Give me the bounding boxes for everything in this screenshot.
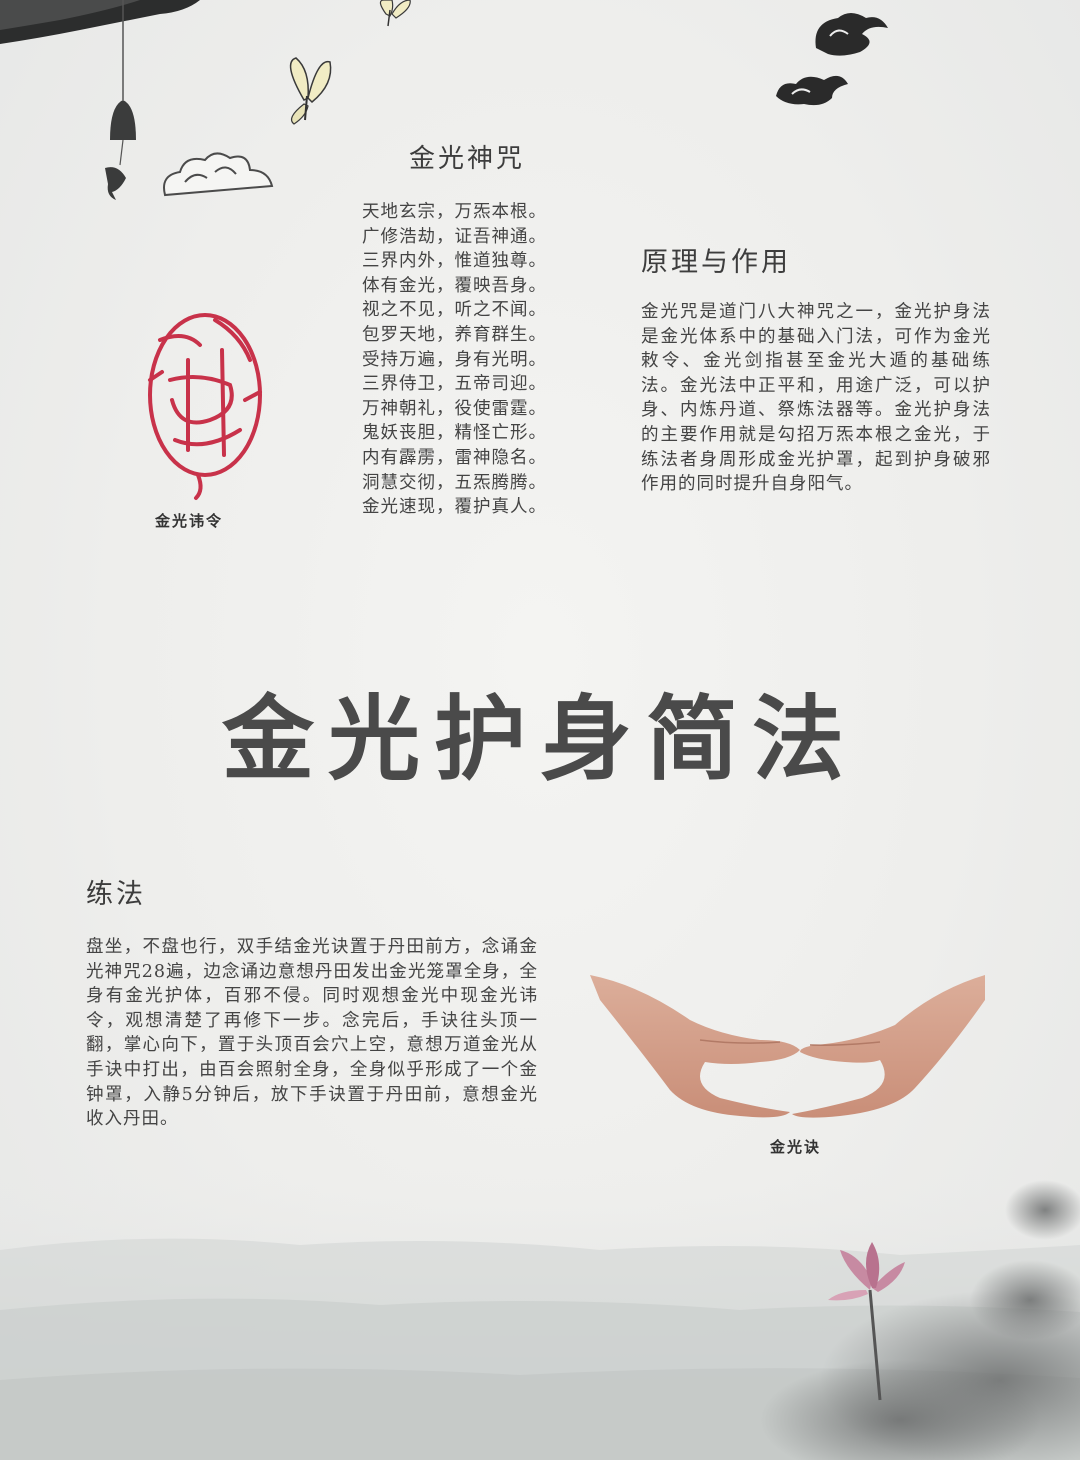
hands-caption: 金光诀	[770, 1138, 822, 1156]
poem-line: 万神朝礼，役使雷霆。	[362, 398, 547, 419]
ink-rock	[0, 0, 200, 44]
poem-line: 天地玄宗，万炁本根。	[362, 202, 547, 222]
wind-bell-icon	[105, 0, 136, 200]
poem-title: 金光神咒	[408, 144, 525, 174]
butterfly-icon	[289, 57, 332, 125]
practice-title: 练法	[86, 879, 146, 910]
poem-line: 视之不见，听之不闻。	[362, 300, 547, 321]
auspicious-cloud-icon	[163, 152, 274, 197]
principle-body: 金光咒是道门八大神咒之一，金光护身法是金光体系中的基础入门法，可作为金光敕令、金…	[641, 302, 991, 495]
principle-title: 原理与作用	[641, 247, 791, 278]
poem-line: 三界内外，惟道独尊。	[362, 251, 547, 272]
main-title: 金光护身简法	[221, 686, 858, 793]
poem-line: 广修浩劫，证吾神通。	[362, 226, 547, 247]
talisman-seal-icon	[148, 313, 262, 500]
poem-line: 体有金光，覆映吾身。	[362, 275, 547, 296]
poem-lines: 天地玄宗，万炁本根。 广修浩劫，证吾神通。 三界内外，惟道独尊。 体有金光，覆映…	[362, 200, 592, 520]
practice-body: 盘坐，不盘也行，双手结金光诀置于丹田前方，念诵金光神咒28遍，边念诵边意想丹田发…	[86, 937, 538, 1130]
poem-line: 包罗天地，养育群生。	[362, 324, 547, 345]
poem-line: 内有霹雳，雷神隐名。	[362, 447, 547, 468]
auspicious-cloud-icon	[776, 13, 888, 106]
poem-line: 金光速现，覆护真人。	[362, 497, 547, 518]
poem-line: 洞慧交彻，五炁腾腾。	[362, 472, 547, 493]
poem-line: 受持万遍，身有光明。	[362, 349, 547, 370]
poem-line: 三界侍卫，五帝司迎。	[362, 374, 547, 395]
poem-line: 鬼妖丧胆，精怪亡形。	[362, 423, 547, 444]
ink-landscape	[0, 1170, 1080, 1460]
seal-caption: 金光讳令	[155, 512, 224, 530]
hand-mudra-image	[590, 975, 985, 1118]
butterfly-icon	[379, 0, 411, 27]
lotus-icon	[828, 1242, 905, 1401]
